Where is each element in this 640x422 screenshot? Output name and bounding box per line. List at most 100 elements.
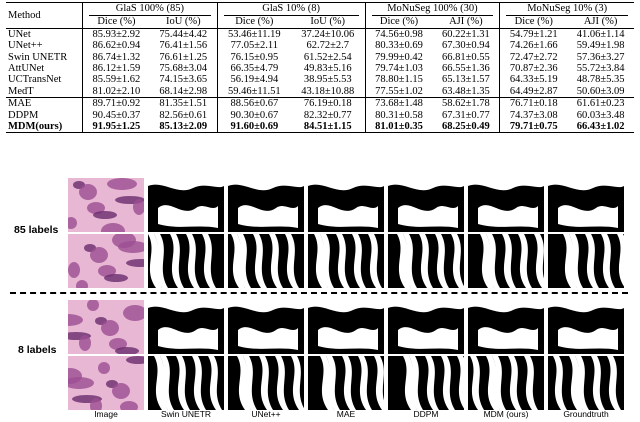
segmentation-mask [548,178,624,232]
method-name: Swin UNETR [8,51,68,63]
group-header: MoNuSeg 100% (30) [364,2,500,17]
column-label: MDM (ours) [483,409,529,419]
metric-header: Dice (%) [81,16,150,29]
table-row: AttUNet 86.12±1.59 75.68±3.04 66.35±4.79 49.… [6,63,634,75]
metric-cell: 38.95±5.53 [303,74,352,86]
metric-header: AJI (%) [583,16,618,28]
metric-cell: 68.25±0.49 [441,121,490,133]
table-row: Swin UNETR 86.74±1.32 76.61±1.25 76.15±0.95… [6,51,634,64]
table-row: MDM(ours) 91.95±1.25 85.13±2.09 91.60±0.69 8… [6,121,634,133]
segmentation-mask [388,234,464,288]
metric-cell: 84.51±1.15 [303,121,352,133]
metric-cell: 85.13±2.09 [159,121,208,133]
group-header: GlaS 10% (8) [216,2,366,17]
segmentation-mask [308,234,384,288]
metric-cell: 49.83±5.16 [303,63,352,75]
metric-cell: 85.59±1.62 [81,74,150,86]
metric-cell: 74.37±3.08 [499,109,568,122]
metric-cell: 75.68±3.04 [159,63,208,75]
metric-cell: 76.15±0.95 [216,51,291,64]
segmentation-mask [228,178,304,232]
metric-cell: 62.72±2.7 [306,40,349,52]
metric-cell: 43.18±10.88 [301,85,355,97]
segmentation-mask [468,300,544,354]
metric-cell: 61.52±2.54 [303,51,352,63]
metric-cell: 79.71±0.75 [499,121,568,133]
metric-cell: 74.26±1.66 [499,40,568,52]
metric-cell: 65.13±1.57 [441,74,490,86]
metric-cell: 77.55±1.02 [364,85,433,98]
metric-cell: 74.56±0.98 [364,28,433,41]
metric-cell: 80.31±0.58 [364,109,433,122]
metric-cell: 81.35±1.51 [159,98,208,110]
segmentation-mask [148,178,224,232]
table-row: UNet++ 86.62±0.94 76.41±1.56 77.05±2.11 62.7… [6,40,634,52]
segmentation-mask [388,356,464,410]
metric-cell: 86.74±1.32 [81,51,150,64]
segmentation-mask [228,300,304,354]
metric-cell: 79.99±0.42 [364,51,433,64]
metric-cell: 76.19±0.18 [303,98,352,110]
metric-cell: 41.06±1.14 [576,28,625,40]
metric-cell: 89.71±0.92 [81,97,150,110]
table-row: UNet 85.93±2.92 75.44±4.42 53.46±11.19 37.24… [6,28,634,41]
metric-cell: 58.62±1.78 [441,98,490,110]
metric-cell: 61.61±0.23 [576,98,625,110]
metric-cell: 53.46±11.19 [216,28,291,41]
column-label: MAE [336,409,356,419]
metric-cell: 64.33±5.19 [499,74,568,86]
column-label: DDPM [413,409,439,419]
segmentation-mask [148,234,224,288]
metric-cell: 90.30±0.67 [216,109,291,122]
group-header: MoNuSeg 10% (3) [499,2,634,17]
metric-cell: 37.24±10.06 [301,28,355,40]
metric-cell: 59.46±11.51 [216,85,291,98]
metric-cell: 70.87±2.36 [499,63,568,75]
metric-cell: 66.81±0.55 [441,51,490,63]
segmentation-mask [308,178,384,232]
metric-cell: 66.55±1.36 [441,63,490,75]
metric-cell: 86.12±1.59 [81,63,150,75]
metric-cell: 77.05±2.11 [216,40,291,52]
segmentation-mask [308,300,384,354]
group-header: GlaS 100% (85) [82,2,218,17]
metric-cell: 59.49±1.98 [576,40,625,52]
method-name: AttUNet [8,63,45,75]
metric-cell: 60.03±3.48 [576,109,625,121]
method-name: MedT [8,85,34,97]
method-header: Method [8,9,41,21]
metric-cell: 48.78±5.35 [576,74,625,86]
column-label: Swin UNETR [160,409,212,419]
row-label-85: 85 labels [14,224,59,236]
histology-image [68,300,144,354]
segmentation-mask [228,234,304,288]
metric-cell: 74.15±3.65 [159,74,208,86]
metric-cell: 67.30±0.94 [441,40,490,52]
metric-cell: 81.02±2.10 [81,85,150,98]
column-label: UNet++ [251,409,281,419]
segmentation-mask [548,234,624,288]
method-name: MDM(ours) [8,121,63,133]
metric-cell: 78.80±1.15 [364,74,433,86]
dashed-divider [10,292,628,294]
metric-cell: 72.47±2.72 [499,51,568,64]
metric-cell: 66.43±1.02 [576,121,625,133]
metric-cell: 60.22±1.31 [441,28,490,40]
results-table: Method GlaS 100% (85) GlaS 10% (8) MoNuS… [6,2,634,133]
metric-cell: 64.49±2.87 [499,85,568,98]
table-row: MedT 81.02±2.10 68.14±2.98 59.46±11.51 43.18… [6,85,634,98]
metric-cell: 88.56±0.67 [216,97,291,110]
metric-header: Dice (%) [499,16,568,29]
metric-cell: 76.71±0.18 [499,97,568,110]
segmentation-mask [148,356,224,410]
metric-cell: 80.33±0.69 [364,40,433,52]
segmentation-mask [468,178,544,232]
metric-cell: 67.31±0.77 [441,109,490,121]
metric-cell: 76.61±1.25 [159,51,208,63]
metric-cell: 75.44±4.42 [159,28,208,40]
metric-cell: 56.19±4.94 [216,74,291,86]
table-row: DDPM 90.45±0.37 82.56±0.61 90.30±0.67 82.32±… [6,109,634,122]
metric-header: Dice (%) [216,16,291,29]
metric-cell: 73.68±1.48 [364,97,433,110]
segmentation-mask [308,356,384,410]
